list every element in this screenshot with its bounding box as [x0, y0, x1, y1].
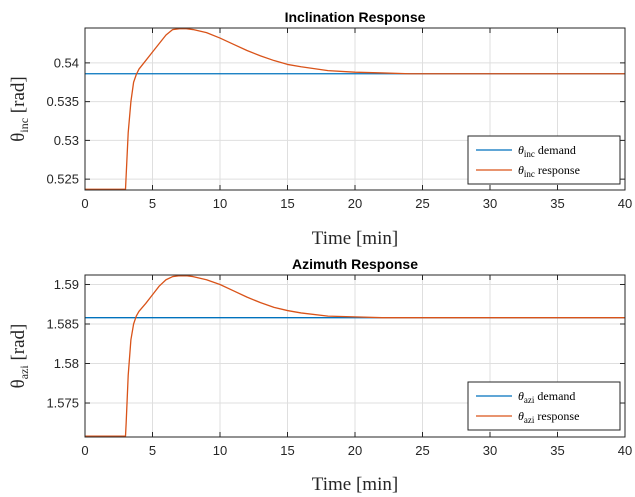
legend-text: demand — [535, 143, 576, 157]
legend-entry: θazi demand — [518, 389, 575, 405]
x-tick-label: 20 — [348, 443, 362, 458]
legend-text: response — [534, 409, 579, 423]
x-tick-label: 40 — [618, 443, 632, 458]
x-tick-label: 25 — [415, 196, 429, 211]
legend-symbol: θ — [518, 389, 524, 403]
x-tick-label: 5 — [149, 196, 156, 211]
legend-entry: θinc demand — [518, 143, 576, 159]
y-tick-label: 1.575 — [46, 396, 79, 411]
y-axis-label: θinc [rad] — [8, 76, 31, 141]
x-tick-label: 5 — [149, 443, 156, 458]
y-axis-symbol: θ — [8, 133, 29, 142]
response-line — [85, 275, 625, 437]
legend-symbol: θ — [518, 409, 524, 423]
legend-box — [467, 381, 621, 431]
legend-text: response — [535, 163, 580, 177]
legend-symbol: θ — [518, 143, 524, 157]
chart-title: Azimuth Response — [292, 256, 418, 272]
x-axis-label: Time [min] — [312, 474, 398, 495]
legend-subscript: azi — [524, 415, 535, 425]
legend-symbol: θ — [518, 163, 524, 177]
legend-subscript: azi — [524, 395, 535, 405]
x-tick-label: 15 — [280, 443, 294, 458]
y-tick-label: 0.525 — [46, 172, 79, 187]
x-tick-label: 0 — [81, 196, 88, 211]
y-axis-subscript: inc — [17, 118, 31, 133]
legend-entry: θazi response — [518, 409, 579, 425]
legend-text: demand — [534, 389, 575, 403]
x-tick-label: 15 — [280, 196, 294, 211]
legend-entry: θinc response — [518, 163, 580, 179]
response-line — [85, 28, 625, 190]
azimuth-chart: 0 5 10 15 20 25 30 35 40 1.575 1.58 1.585 1.59 Azimut… — [8, 256, 632, 495]
y-tick-label: 0.535 — [46, 94, 79, 109]
y-tick-label: 0.53 — [54, 133, 79, 148]
inclination-chart: 0 5 10 15 20 25 30 35 40 0.525 0.53 0.535 0.54 Inclin… — [8, 9, 632, 249]
y-tick-label: 1.59 — [54, 277, 79, 292]
x-tick-label: 0 — [81, 443, 88, 458]
chart-title: Inclination Response — [285, 9, 426, 25]
y-tick-label: 1.585 — [46, 316, 79, 331]
x-tick-label: 35 — [550, 443, 564, 458]
x-tick-label: 25 — [415, 443, 429, 458]
legend-subscript: inc — [524, 149, 535, 159]
x-tick-label: 30 — [483, 196, 497, 211]
x-tick-label: 10 — [213, 196, 227, 211]
y-axis-unit: [rad] — [8, 76, 29, 118]
y-tick-label: 0.54 — [54, 55, 79, 70]
y-axis-symbol: θ — [8, 379, 29, 388]
x-tick-label: 20 — [348, 196, 362, 211]
legend-subscript: inc — [524, 169, 535, 179]
x-tick-label: 10 — [213, 443, 227, 458]
y-axis-unit: [rad] — [8, 324, 29, 366]
legend-box — [467, 135, 621, 185]
x-axis-label: Time [min] — [312, 228, 398, 249]
y-axis-subscript: azi — [17, 365, 31, 380]
y-axis-label: θazi [rad] — [8, 324, 31, 389]
x-tick-label: 40 — [618, 196, 632, 211]
x-tick-label: 30 — [483, 443, 497, 458]
y-tick-label: 1.58 — [54, 356, 79, 371]
x-tick-label: 35 — [550, 196, 564, 211]
